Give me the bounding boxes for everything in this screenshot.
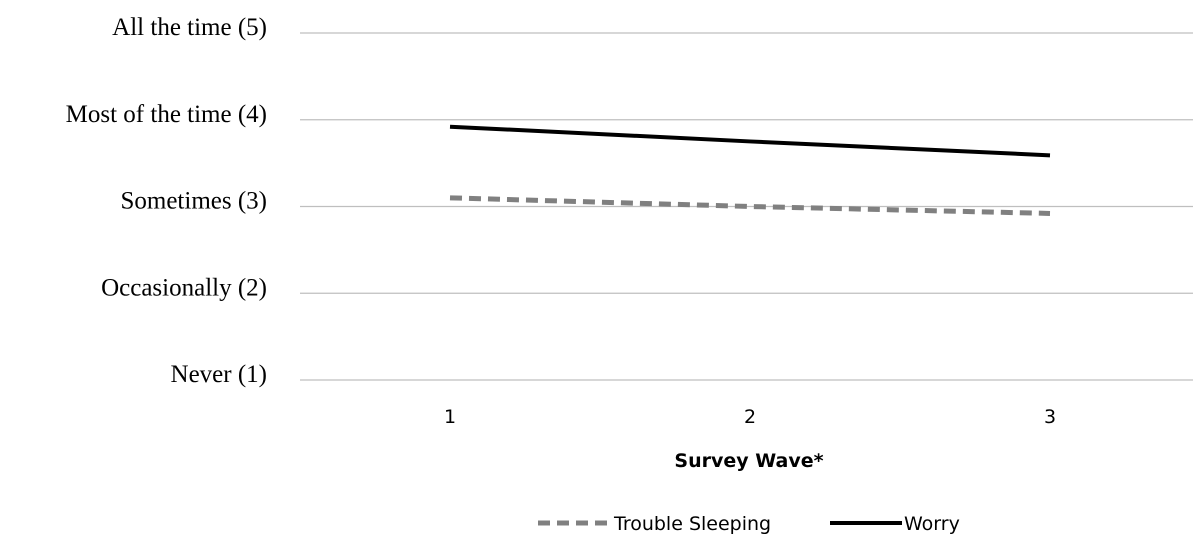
x-tick-label: 3 — [1044, 406, 1056, 428]
y-tick-label: Sometimes (3) — [120, 188, 267, 215]
series-lines — [449, 124, 1051, 216]
y-axis-tick-labels: All the time (5) Most of the time (4) Some… — [66, 14, 267, 388]
legend-label: Worry — [904, 513, 960, 535]
legend-label: Trouble Sleeping — [613, 513, 771, 535]
legend: Trouble Sleeping Worry — [538, 513, 960, 535]
series-line-trouble-sleeping — [449, 195, 1051, 216]
y-tick-label: Occasionally (2) — [101, 274, 267, 301]
x-tick-label: 1 — [444, 406, 456, 428]
y-tick-label: All the time (5) — [112, 14, 267, 41]
y-tick-label: Never (1) — [171, 361, 267, 388]
x-tick-label: 2 — [744, 406, 756, 428]
x-axis-tick-labels: 1 2 3 — [444, 406, 1056, 428]
series-line-worry — [449, 124, 1051, 158]
y-tick-label: Most of the time (4) — [66, 101, 267, 128]
x-axis-label: Survey Wave* — [674, 450, 823, 472]
